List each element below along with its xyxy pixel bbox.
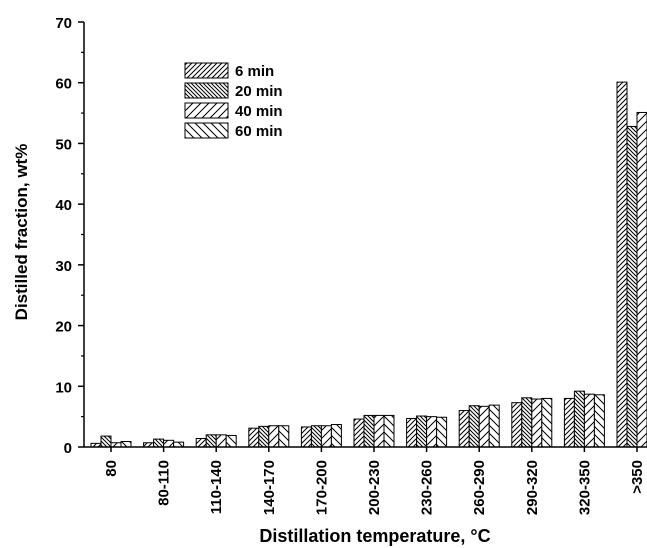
y-tick-label: 50 [55,136,72,153]
bar [541,397,553,448]
legend-swatch [184,122,229,139]
bars [90,81,647,448]
y-tick-label: 40 [55,197,72,214]
bar [436,416,448,448]
x-tick-label: 140-170 [261,460,278,515]
x-tick-label: 80-110 [156,460,173,506]
bar [616,81,628,448]
bar [363,414,375,448]
bar [225,434,237,448]
bar [163,439,175,448]
bar [511,402,523,448]
bar [373,414,385,448]
x-tick-label: 230-260 [419,460,436,515]
bar [531,398,543,448]
bar [310,425,322,448]
legend-swatch [184,62,229,79]
bar [120,441,132,448]
y-tick-label: 70 [55,15,72,32]
x-tick-label: 110-140 [208,460,225,514]
legend-swatch [184,102,229,119]
y-tick-label: 0 [64,440,72,457]
bar [248,427,260,448]
bar [458,410,470,448]
bar [300,426,312,448]
bar [478,405,490,448]
bar [583,393,595,448]
y-tick-label: 10 [55,379,72,396]
legend-label: 20 min [235,83,283,100]
legend-swatch [184,82,229,99]
bar [278,425,290,448]
bar [406,417,418,448]
bar [426,416,438,448]
legend-label: 40 min [235,103,283,120]
bar [626,125,638,448]
bar [488,404,500,448]
bar [593,394,605,448]
x-axis-label: Distillation temperature, °C [259,526,490,546]
y-tick-label: 20 [55,319,72,336]
bar [636,111,647,448]
bar [353,418,365,448]
x-tick-label: 260-290 [471,460,488,515]
bar [521,397,533,448]
legend-label: 60 min [235,123,283,140]
bar [573,390,585,448]
bar [468,405,480,448]
x-tick-label: 170-200 [313,460,330,515]
bar [258,425,270,448]
x-tick-label: >350 [629,460,646,494]
bar [416,415,428,448]
bar [215,434,227,448]
bar [205,434,217,448]
bar [100,435,112,448]
bar [268,425,280,448]
y-axis-ticks: 0 10 20 30 40 50 60 70 [55,15,84,457]
legend-label: 6 min [235,63,274,80]
x-axis-ticks: 80 80-110 110-140 140-170 170-200 200-230 230-… [103,447,646,515]
x-tick-label: 290-320 [524,460,541,515]
bar [153,438,165,448]
y-axis-label: Distilled fraction, wt% [12,144,31,321]
y-tick-label: 30 [55,258,72,275]
y-tick-label: 60 [55,76,72,93]
bar [320,425,332,448]
bar [330,424,342,448]
x-tick-label: 320-350 [576,460,593,515]
x-tick-label: 200-230 [366,460,383,515]
x-tick-label: 80 [103,460,120,477]
legend: 6 min 20 min 40 min 60 min [184,62,283,140]
bar [383,414,395,448]
bar [563,397,575,448]
bar [195,438,207,448]
